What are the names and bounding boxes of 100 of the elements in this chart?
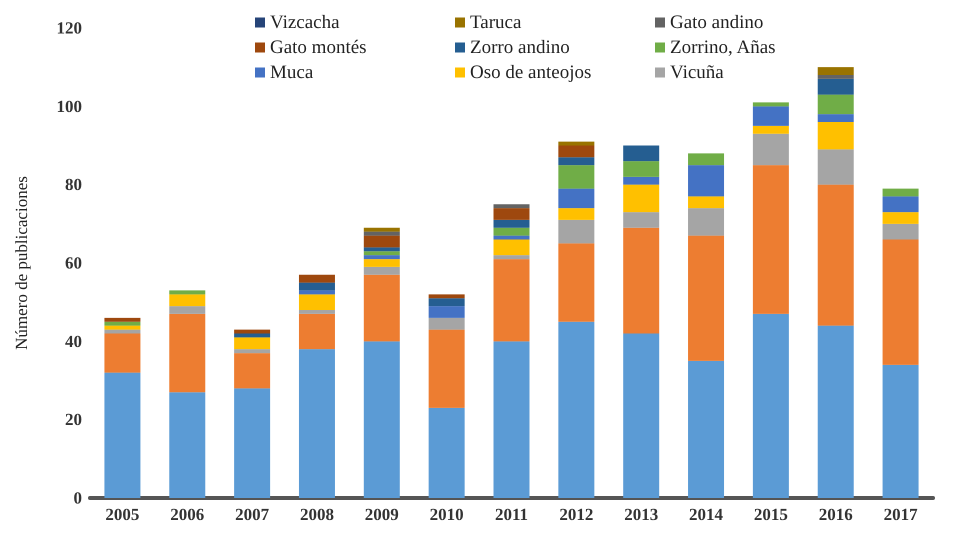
bar <box>298 314 335 350</box>
bar <box>688 153 724 166</box>
y-tick-label: 80 <box>65 175 82 194</box>
bar <box>882 188 919 196</box>
x-tick-label: 2007 <box>235 505 270 524</box>
bar <box>882 240 919 365</box>
x-tick-label: 2008 <box>300 505 334 524</box>
bar <box>428 408 465 498</box>
bar <box>752 126 789 134</box>
legend-label: Vizcacha <box>270 12 340 33</box>
bar <box>104 326 140 330</box>
x-tick-label: 2012 <box>559 505 594 524</box>
bar <box>818 78 854 95</box>
bar <box>234 353 270 388</box>
bar <box>494 341 530 498</box>
y-axis-title: Número de publicaciones <box>12 176 31 350</box>
bar <box>558 146 594 158</box>
bar <box>234 337 270 350</box>
bar <box>752 165 789 314</box>
bar <box>364 232 400 236</box>
bar <box>364 236 400 248</box>
bar <box>364 259 400 267</box>
bar <box>298 349 335 498</box>
bar <box>104 334 140 373</box>
bar <box>623 228 660 334</box>
bar <box>558 322 594 498</box>
bar <box>298 310 335 314</box>
bar <box>494 220 530 228</box>
bar <box>298 274 335 283</box>
bar <box>298 282 335 290</box>
bar <box>558 142 594 146</box>
bar <box>558 208 594 220</box>
bar <box>818 75 854 79</box>
bar <box>623 334 660 498</box>
bar <box>428 318 465 330</box>
bar <box>818 114 854 122</box>
bar <box>169 294 206 306</box>
bar <box>623 176 660 185</box>
x-tick-label: 2006 <box>170 505 204 524</box>
bar <box>688 208 724 236</box>
bar <box>169 314 206 392</box>
bar <box>104 318 140 322</box>
bar <box>298 290 335 294</box>
bar <box>494 228 530 236</box>
bar <box>364 274 400 342</box>
bar <box>818 326 854 498</box>
bar <box>494 236 530 240</box>
bar <box>882 196 919 212</box>
bar <box>688 236 724 361</box>
bar <box>364 266 400 275</box>
legend-label: Zorrino, Añas <box>670 37 776 58</box>
bar <box>882 364 919 498</box>
x-tick-label: 2017 <box>884 505 918 524</box>
x-tick-label: 2009 <box>364 505 399 524</box>
bar <box>234 334 270 338</box>
bar <box>882 224 919 240</box>
legend-label: Vicuña <box>670 62 724 83</box>
bar <box>169 392 206 498</box>
bar <box>234 388 270 498</box>
legend-label: Gato montés <box>270 37 367 58</box>
bar <box>558 157 594 166</box>
y-tick-label: 40 <box>65 332 82 351</box>
legend-label: Muca <box>270 62 314 83</box>
bar <box>688 196 724 208</box>
bar <box>818 67 854 75</box>
x-tick-label: 2016 <box>818 505 853 524</box>
bar <box>104 372 140 498</box>
bar <box>428 298 465 306</box>
bar <box>234 330 270 334</box>
bar <box>428 306 465 318</box>
bar <box>104 330 140 334</box>
bar <box>752 106 789 126</box>
y-tick-label: 120 <box>56 18 82 38</box>
bar <box>494 255 530 260</box>
bar <box>494 240 530 256</box>
bar <box>169 290 206 294</box>
bar <box>818 184 854 326</box>
y-tick-label: 60 <box>65 254 82 272</box>
bar <box>364 255 400 260</box>
x-tick-label: 2015 <box>754 505 788 524</box>
bar <box>298 294 335 310</box>
bar <box>364 341 400 498</box>
legend-label: Taruca <box>470 12 522 33</box>
x-tick-label: 2010 <box>430 505 464 524</box>
bar <box>818 149 854 185</box>
y-tick-label: 0 <box>74 488 82 508</box>
bar <box>688 360 724 498</box>
bar <box>818 94 854 114</box>
bar <box>882 212 919 224</box>
y-tick-label: 20 <box>65 410 82 430</box>
bar <box>558 188 594 208</box>
bar <box>623 161 660 177</box>
bar <box>234 349 270 354</box>
bar <box>558 243 594 322</box>
bar <box>494 259 530 342</box>
bar <box>428 330 465 408</box>
bar <box>752 314 789 498</box>
x-tick-label: 2013 <box>624 505 658 524</box>
legend-label: Gato andino <box>670 12 764 33</box>
bar <box>494 208 530 220</box>
